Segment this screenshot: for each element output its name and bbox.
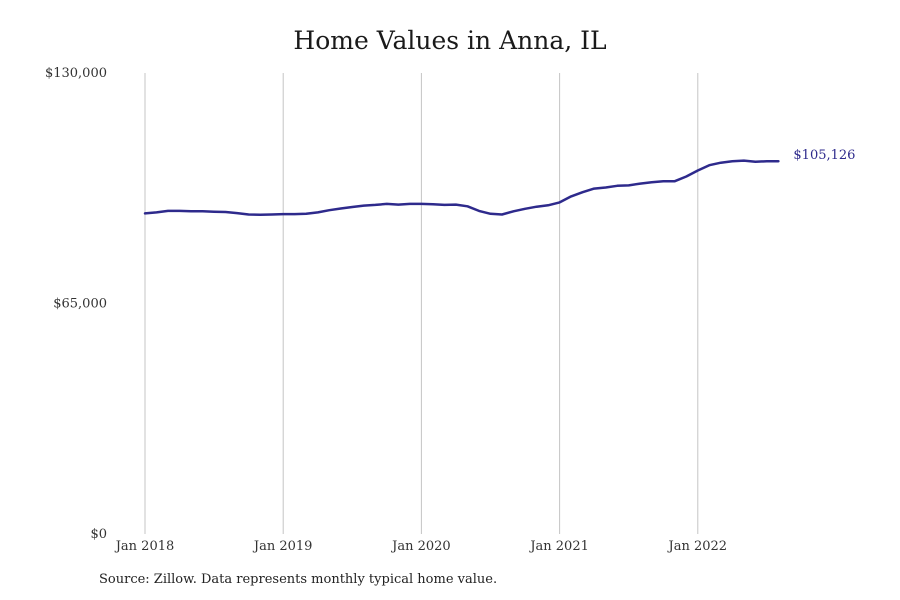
end-value-label: $105,126: [793, 148, 855, 163]
x-tick-label: Jan 2019: [252, 539, 313, 554]
x-axis-ticks: Jan 2018 Jan 2019 Jan 2020 Jan 2021 Jan 2022: [114, 539, 727, 554]
y-axis-ticks: $0 $65,000 $130,000: [45, 66, 107, 542]
series-line: [143, 159, 780, 217]
x-tick-label: Jan 2021: [528, 539, 589, 554]
chart-title: Home Values in Anna, IL: [293, 26, 607, 55]
x-tick-label: Jan 2018: [114, 539, 175, 554]
x-tick-label: Jan 2022: [667, 539, 728, 554]
y-tick-label: $130,000: [45, 66, 107, 81]
gridlines: [144, 73, 699, 534]
series-layer: $105,126: [143, 148, 855, 217]
y-tick-label: $65,000: [53, 297, 107, 312]
x-tick-label: Jan 2020: [390, 539, 451, 554]
source-note: Source: Zillow. Data represents monthly …: [99, 572, 498, 587]
y-tick-label: $0: [90, 527, 107, 542]
